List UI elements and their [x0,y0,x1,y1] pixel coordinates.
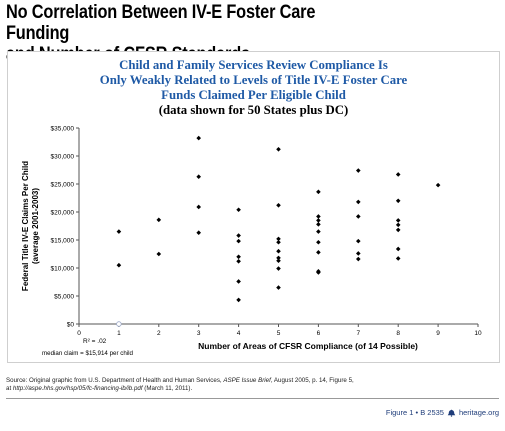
data-point [116,229,122,234]
x-tick-label: 0 [77,330,81,337]
data-point [356,238,361,244]
data-point [276,202,281,208]
chart-title-line3: Funds Claimed Per Eligible Child [161,88,346,102]
data-point [395,218,401,223]
x-tick-label: 3 [197,330,201,337]
data-point [276,255,281,261]
x-axis-label: Number of Areas of CFSR Compliance (of 1… [198,341,418,351]
data-point [236,207,241,213]
data-point [316,218,321,223]
x-tick-label: 6 [317,330,321,337]
source-line1-italic: ASPE Issue Brief [223,377,271,384]
data-point [236,258,241,264]
data-point [276,248,281,254]
source-line2-suffix: (March 11, 2011). [142,385,193,392]
y-tick-label: $15,000 [51,238,75,245]
liberty-bell-icon [447,408,456,417]
data-point [316,239,321,245]
y-axis-label: Federal Title IV-E Claims Per Child [21,161,30,291]
data-point [395,222,401,228]
source-line1-prefix: Source: Original graphic from U.S. Depar… [6,377,224,384]
y-tick-label: $10,000 [51,266,75,273]
figure-reference: Figure 1 • B 2535 heritage.org [386,408,499,417]
data-point [276,266,281,271]
y-tick-label: $0 [67,322,75,329]
source-link[interactable]: http://aspe.hhs.gov/hsp/05/fc-financing-… [12,385,143,392]
y-axis-label-sub: (average 2001-2003) [31,188,40,264]
data-point [276,258,281,264]
data-point [236,238,241,244]
chart-title: Child and Family Services Review Complia… [8,58,499,118]
data-point [196,135,201,141]
x-tick-label: 9 [436,330,440,337]
data-point [435,182,441,188]
x-tick-label: 4 [237,330,241,337]
y-tick-label: $35,000 [51,126,75,133]
x-tick-label: 8 [396,330,400,337]
data-point [276,239,281,245]
y-tick-label: $30,000 [51,154,75,161]
data-point [236,233,241,238]
x-tick-label: 1 [117,330,121,337]
data-point [276,285,281,290]
x-tick-label: 5 [277,330,281,337]
source-line1-suffix: , August 2005, p. 14, Figure 5, [270,377,354,384]
source-note: Source: Original graphic from U.S. Depar… [6,377,496,393]
data-point [395,256,401,261]
data-point [356,214,361,219]
footer-divider [6,398,499,399]
data-point [196,230,201,236]
data-point [316,250,321,255]
data-point [236,297,241,303]
data-point [356,256,361,262]
source-line2-prefix: at [6,385,13,392]
chart-panel: Child and Family Services Review Complia… [7,51,500,363]
data-point [236,279,241,284]
r-squared-annotation: R² = .02 [83,338,107,345]
x-tick-label: 7 [356,330,360,337]
data-point [395,198,401,204]
data-point [276,146,281,152]
data-point [356,199,361,205]
y-tick-label: $25,000 [51,182,75,189]
chart-title-line2: Only Weakly Related to Levels of Title I… [99,73,408,87]
data-point [395,227,401,233]
scatter-chart: $0 $5,000 $10,000 $15,000 $20,000 $25,000 $30,… [21,126,482,358]
data-point [236,254,241,260]
page-title-line1: No Correlation Between IV-E Foster Care … [6,2,316,44]
data-point [356,251,361,256]
data-point [395,172,401,177]
y-tick-label: $5,000 [54,294,74,301]
site-link[interactable]: heritage.org [458,408,499,417]
data-point [316,189,321,195]
chart-title-line4: (data shown for 50 States plus DC) [158,103,349,117]
data-point [356,168,361,173]
data-point [116,262,122,268]
median-annotation: median claim = $15,914 per child [42,350,134,357]
open-point [116,321,122,327]
data-point [316,214,321,219]
data-point [316,229,321,234]
chart-title-line1: Child and Family Services Review Complia… [119,58,388,72]
data-point [156,251,162,257]
data-point [276,236,281,242]
x-tick-label: 2 [157,330,161,337]
data-point [196,204,201,210]
data-point [316,270,321,275]
x-tick-label: 10 [474,330,482,337]
data-point [196,174,201,180]
data-point [156,217,162,223]
figure-ref-label: Figure 1 • B 2535 [385,408,444,417]
y-tick-label: $20,000 [51,210,75,217]
data-point [395,246,401,252]
data-point [316,222,321,227]
